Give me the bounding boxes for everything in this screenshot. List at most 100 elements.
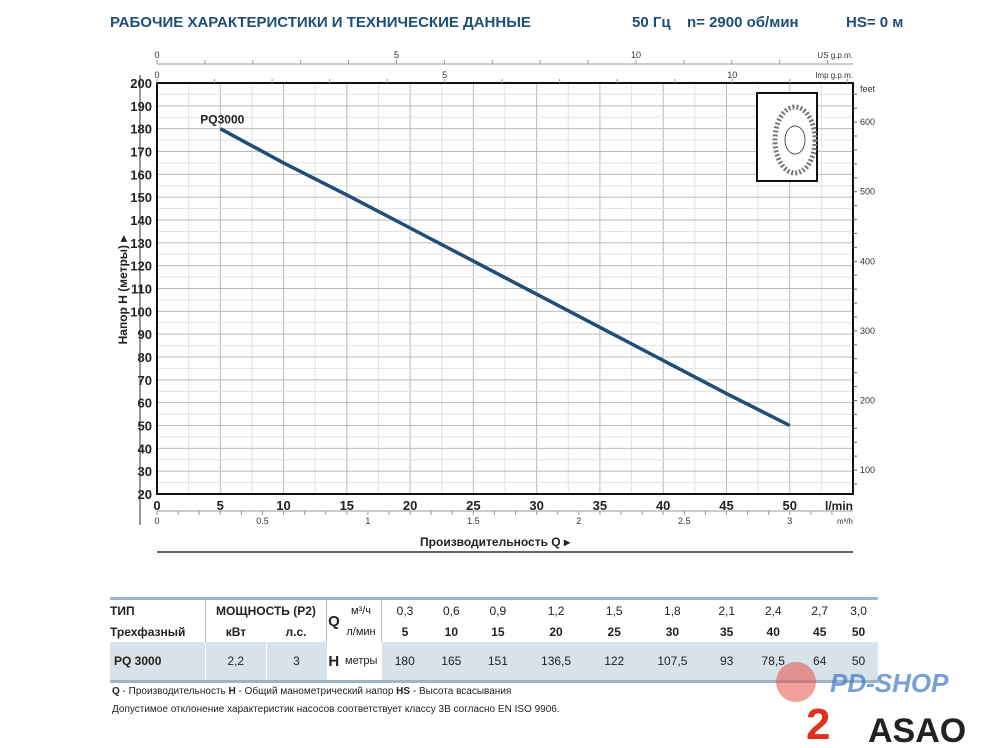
- feet-tick-label: 100: [860, 465, 875, 475]
- feet-tick-label: 200: [860, 395, 875, 405]
- y-tick-label: 80: [138, 350, 152, 365]
- head-value: 50: [839, 642, 878, 683]
- q-lmin: 50: [851, 624, 866, 639]
- y-tick-label: 40: [138, 441, 152, 456]
- q-lmin: 35: [719, 624, 734, 639]
- h-label: H: [326, 642, 341, 683]
- x-tick-label: 35: [593, 498, 607, 513]
- q-lmin: 45: [813, 624, 827, 639]
- m3h-tick-label: 3: [787, 516, 792, 526]
- speed: n= 2900 об/мин: [687, 14, 799, 31]
- power-hp: 3: [266, 642, 327, 683]
- y-tick-label: 90: [138, 327, 152, 342]
- kw-label: кВт: [205, 621, 266, 642]
- head-value: 165: [428, 642, 475, 683]
- imp-gpm-unit: Imp g.p.m.: [815, 71, 853, 80]
- hp-label: л.с.: [266, 621, 327, 642]
- head-value: 107,5: [637, 642, 708, 683]
- power-header: МОЩНОСТЬ (P2): [205, 597, 327, 621]
- table-row: PQ 3000 2,2 3 H метры 180 165 151 136,5 122 1…: [110, 642, 878, 683]
- imp-gpm-tick-label: 5: [442, 70, 447, 80]
- type-header: ТИП: [110, 597, 206, 621]
- q-m3h: 1,5: [590, 597, 638, 621]
- impeller-hub-icon: [784, 125, 806, 155]
- spec-table: ТИП МОЩНОСТЬ (P2) Q м³/ч 0,3 0,6 0,9 1,2 1,5…: [110, 597, 878, 683]
- m3h-label: м³/ч: [341, 597, 382, 621]
- feet-tick-label: 500: [860, 187, 875, 197]
- note-h: H: [228, 686, 236, 697]
- q-lmin: 15: [491, 624, 505, 639]
- y-tick-label: 20: [138, 487, 152, 502]
- q-lmin: 30: [665, 624, 680, 639]
- x-unit-label: l/min: [825, 499, 853, 513]
- tolerance-note: Допустимое отклонение характеристик насо…: [112, 704, 560, 715]
- q-m3h: 1,8: [637, 597, 708, 621]
- q-lmin: 20: [549, 624, 563, 639]
- m3h-tick-label: 1: [365, 516, 370, 526]
- y-tick-label: 160: [130, 167, 152, 182]
- page-title: РАБОЧИЕ ХАРАКТЕРИСТИКИ И ТЕХНИЧЕСКИЕ ДАН…: [110, 14, 531, 31]
- plot-frame: [156, 82, 854, 495]
- x-axis-label: Производительность Q ▸: [420, 535, 571, 549]
- q-lmin: 5: [401, 624, 409, 639]
- asao-logo-icon: 2: [806, 700, 831, 748]
- y-tick-label: 30: [138, 464, 152, 479]
- y-tick-label: 70: [138, 373, 152, 388]
- lmin-label: л/мин: [341, 621, 382, 642]
- q-m3h: 2,7: [800, 597, 840, 621]
- y-tick-label: 100: [130, 304, 152, 319]
- power-kw: 2,2: [205, 642, 267, 683]
- y-tick-label: 190: [130, 99, 152, 114]
- note-q: Q: [112, 686, 120, 697]
- m3h-tick-label: 2: [576, 516, 581, 526]
- x-tick-label: 5: [217, 498, 224, 513]
- head-value: 122: [590, 642, 638, 683]
- note-hs-text: - Высота всасывания: [410, 686, 512, 697]
- x-tick-label: 20: [403, 498, 417, 513]
- y-tick-label: 130: [130, 236, 152, 251]
- m3h-tick-label: 0.5: [256, 516, 269, 526]
- m3h-tick-label: 1.5: [467, 516, 480, 526]
- y-tick-label: 110: [131, 282, 152, 297]
- y-tick-label: 120: [130, 259, 152, 274]
- q-m3h: 2,4: [746, 597, 801, 621]
- m3h-unit: m³/h: [837, 517, 853, 526]
- feet-tick-label: 600: [860, 117, 875, 127]
- q-label: Q: [326, 597, 341, 642]
- frequency: 50 Гц: [632, 14, 671, 31]
- x-tick-label: 40: [656, 498, 670, 513]
- impeller-image-frame: [756, 92, 818, 182]
- y-tick-label: 180: [130, 122, 152, 137]
- pump-curve-PQ3000: [219, 127, 791, 428]
- q-m3h: 1,2: [521, 597, 591, 621]
- meters-label: метры: [341, 642, 382, 683]
- suction-height: HS= 0 м: [846, 14, 904, 31]
- feet-tick-label: 400: [860, 256, 875, 266]
- impeller-icon: [772, 104, 818, 176]
- x-tick-label: 50: [782, 498, 796, 513]
- asao-watermark: ASAO: [868, 712, 967, 748]
- x-tick-label: 25: [466, 498, 480, 513]
- y-tick-label: 170: [130, 145, 152, 160]
- q-m3h: 0,6: [428, 597, 475, 621]
- pdshop-watermark: PD-SHOP: [830, 668, 949, 698]
- head-value: 180: [381, 642, 429, 683]
- q-m3h: 0,3: [381, 597, 429, 621]
- feet-unit: feet: [860, 84, 876, 94]
- feet-tick-label: 300: [860, 326, 875, 336]
- m3h-tick-label: 2.5: [678, 516, 691, 526]
- y-tick-label: 140: [130, 213, 152, 228]
- x-tick-label: 0: [153, 498, 160, 513]
- legend-notes: Q - Производительность H - Общий маномет…: [112, 686, 511, 697]
- note-q-text: - Производительность: [119, 686, 229, 697]
- q-m3h: 2,1: [707, 597, 747, 621]
- y-tick-label: 200: [130, 76, 152, 91]
- head-value: 136,5: [521, 642, 591, 683]
- us-gpm-unit: US g.p.m.: [817, 51, 853, 60]
- x-tick-label: 45: [719, 498, 733, 513]
- x-tick-label: 15: [340, 498, 354, 513]
- us-gpm-tick-label: 5: [394, 50, 399, 60]
- pump-curve-chart: 2030405060708090100110120130140150160170…: [116, 50, 876, 553]
- curve-label: PQ3000: [200, 113, 244, 127]
